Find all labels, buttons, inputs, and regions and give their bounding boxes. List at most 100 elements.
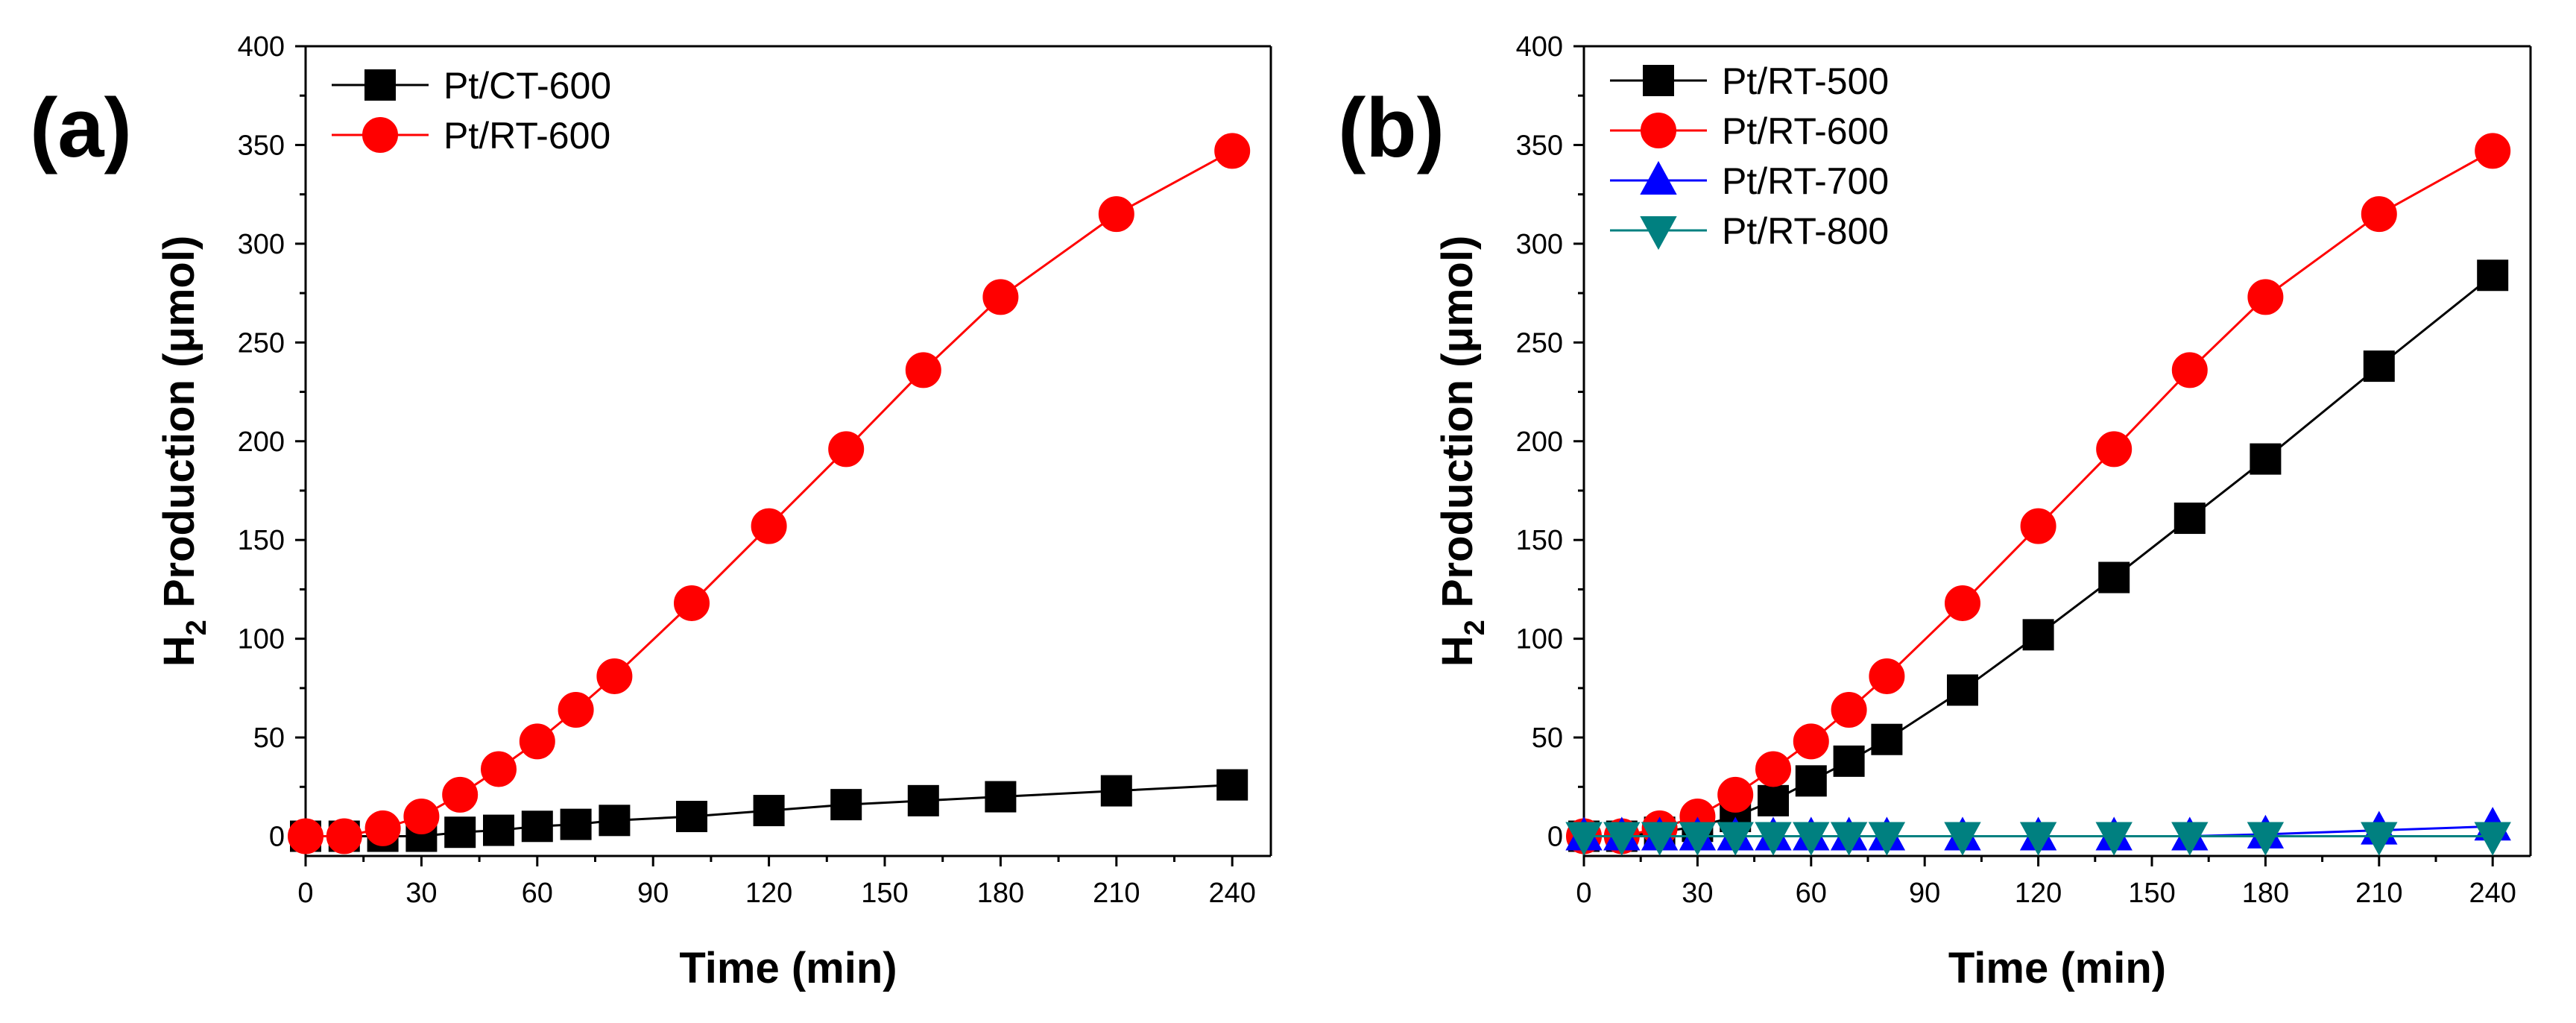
data-point [2250,443,2282,475]
data-point [2020,508,2056,544]
y-axis-title: H2 Production (μmol) [155,236,212,667]
data-point [288,818,323,854]
y-tick-label: 50 [1532,723,1563,754]
data-point [2174,503,2206,535]
data-point [1833,745,1865,777]
data-point [403,799,440,835]
x-tick-label: 180 [2242,878,2289,909]
data-point [2361,196,2397,233]
y-tick-label: 150 [1516,525,1563,556]
legend-label: Pt/RT-600 [1722,110,1889,152]
y-tick-label: 200 [1516,426,1563,458]
y-tick-label: 0 [269,822,285,853]
series-pt-rt-600 [1566,133,2511,854]
legend-label: Pt/RT-700 [1722,160,1889,202]
panel-label: (a) [30,81,132,174]
data-point [905,352,941,388]
data-point [1603,822,1641,856]
series-pt-rt-600 [288,133,1251,854]
data-point [1565,822,1603,856]
x-tick-label: 60 [1796,878,1827,909]
x-tick-label: 210 [1093,878,1140,909]
data-point [1830,822,1868,856]
legend-label: Pt/RT-500 [1722,60,1889,102]
data-point [2247,279,2284,315]
legend: Pt/RT-500 Pt/RT-600 Pt/RT-700 Pt/RT-800 [1610,60,1889,252]
data-point [521,810,553,843]
data-point [751,508,787,544]
data-point [1100,775,1132,807]
data-point [599,805,631,837]
data-point [1871,723,1903,755]
series-line [306,150,1233,838]
data-point [1098,196,1134,233]
x-tick-label: 0 [297,878,313,909]
data-point [596,658,633,694]
y-tick-label: 100 [1516,624,1563,655]
data-point [2474,822,2511,856]
data-point [2095,822,2133,856]
series-pt-rt-800 [1565,822,2511,856]
data-point [558,691,594,728]
y-tick-label: 300 [1516,229,1563,260]
legend-label: Pt/RT-600 [443,115,610,157]
panel-label: (b) [1338,81,1445,174]
data-point [326,818,362,854]
legend-marker [364,69,396,101]
data-point [2477,259,2509,292]
x-tick-label: 90 [1909,878,1940,909]
data-point [483,814,514,846]
y-tick-label: 400 [1516,31,1563,63]
data-point [2098,561,2130,594]
x-tick-label: 210 [2355,878,2402,909]
x-tick-label: 30 [405,878,437,909]
x-tick-label: 240 [2469,878,2516,909]
y-tick-label: 250 [1516,327,1563,359]
data-point [2361,822,2398,856]
data-point [985,781,1017,813]
data-point [1944,822,1981,856]
data-point [2171,822,2209,856]
data-point [1947,674,1978,706]
legend: Pt/CT-600 Pt/RT-600 [332,65,611,157]
data-point [2096,431,2133,468]
data-point [1641,822,1679,856]
legend-marker [1640,216,1677,251]
data-point [1869,658,1905,694]
legend-marker [362,117,398,153]
y-tick-label: 100 [238,624,285,655]
data-point [1717,822,1754,856]
y-tick-label: 0 [1547,822,1563,853]
x-tick-label: 120 [2015,878,2062,909]
x-tick-label: 90 [637,878,669,909]
x-tick-label: 150 [2128,878,2175,909]
data-point [2247,822,2285,856]
data-point [1793,822,1830,856]
chart-panel-a: 0 50 100 150 200 250 300 350 400 0 30 60 90 120 150 180… [30,31,1272,992]
y-tick-label: 400 [238,31,285,63]
data-point [1795,765,1827,797]
data-point [442,776,479,813]
series-line [1584,150,2493,838]
data-point [560,808,592,840]
data-point [2171,352,2208,388]
data-point [753,795,785,827]
data-point [364,810,401,846]
y-axis-title: H2 Production (μmol) [1433,236,1491,667]
x-tick-label: 150 [861,878,908,909]
data-point [1214,133,1251,169]
data-point [2363,350,2395,383]
y-tick-label: 300 [238,229,285,260]
data-point [907,784,939,816]
x-tick-label: 120 [745,878,792,909]
chart-panel-b: 0 50 100 150 200 250 300 350 400 0 30 60 90 120 150 180… [1338,31,2532,992]
data-point [2475,133,2511,169]
x-tick-label: 0 [1576,878,1591,909]
legend-label: Pt/RT-800 [1722,210,1889,252]
data-point [2022,619,2054,651]
data-point [1755,751,1791,787]
data-point [519,723,555,760]
x-tick-label: 60 [522,878,553,909]
data-point [828,431,865,468]
data-point [1755,822,1792,856]
